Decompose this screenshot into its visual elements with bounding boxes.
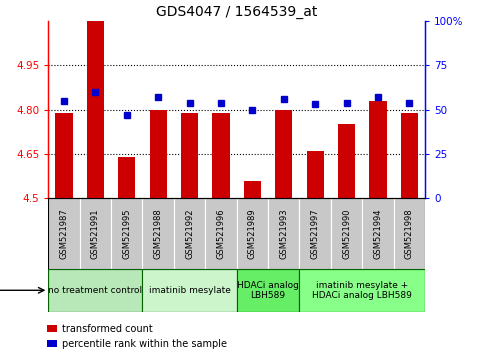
Bar bbox=[205, 198, 237, 269]
Text: GSM521996: GSM521996 bbox=[216, 208, 226, 259]
Bar bbox=[401, 113, 418, 198]
Text: GSM521993: GSM521993 bbox=[279, 208, 288, 259]
Bar bbox=[142, 198, 174, 269]
Bar bbox=[299, 269, 425, 312]
Text: GSM521994: GSM521994 bbox=[373, 209, 383, 259]
Bar bbox=[111, 198, 142, 269]
Bar bbox=[237, 269, 299, 312]
Text: GSM521990: GSM521990 bbox=[342, 209, 351, 259]
Bar bbox=[307, 151, 324, 198]
Text: no treatment control: no treatment control bbox=[48, 286, 142, 295]
Text: GSM521995: GSM521995 bbox=[122, 209, 131, 259]
Bar bbox=[244, 181, 261, 198]
Bar bbox=[275, 110, 292, 198]
Bar bbox=[237, 198, 268, 269]
Text: GSM521988: GSM521988 bbox=[154, 208, 163, 259]
Text: GSM521991: GSM521991 bbox=[91, 209, 100, 259]
Text: imatinib mesylate +
HDACi analog LBH589: imatinib mesylate + HDACi analog LBH589 bbox=[313, 281, 412, 300]
Bar bbox=[150, 110, 167, 198]
Title: GDS4047 / 1564539_at: GDS4047 / 1564539_at bbox=[156, 5, 317, 19]
Text: GSM521998: GSM521998 bbox=[405, 208, 414, 259]
Legend: transformed count, percentile rank within the sample: transformed count, percentile rank withi… bbox=[43, 320, 231, 353]
Bar bbox=[338, 125, 355, 198]
Text: imatinib mesylate: imatinib mesylate bbox=[149, 286, 230, 295]
Bar bbox=[142, 269, 237, 312]
Bar bbox=[369, 101, 386, 198]
Text: GSM521997: GSM521997 bbox=[311, 208, 320, 259]
Bar bbox=[299, 198, 331, 269]
Bar bbox=[394, 198, 425, 269]
Text: GSM521989: GSM521989 bbox=[248, 208, 257, 259]
Bar bbox=[362, 198, 394, 269]
Bar bbox=[213, 113, 229, 198]
Bar bbox=[118, 157, 135, 198]
Text: GSM521987: GSM521987 bbox=[59, 208, 69, 259]
Bar bbox=[48, 269, 142, 312]
Bar bbox=[268, 198, 299, 269]
Bar bbox=[331, 198, 362, 269]
Bar bbox=[181, 113, 198, 198]
Bar bbox=[174, 198, 205, 269]
Bar bbox=[87, 21, 104, 198]
Bar bbox=[56, 113, 72, 198]
Text: GSM521992: GSM521992 bbox=[185, 209, 194, 259]
Text: HDACi analog
LBH589: HDACi analog LBH589 bbox=[237, 281, 299, 300]
Bar bbox=[80, 198, 111, 269]
Bar bbox=[48, 198, 80, 269]
